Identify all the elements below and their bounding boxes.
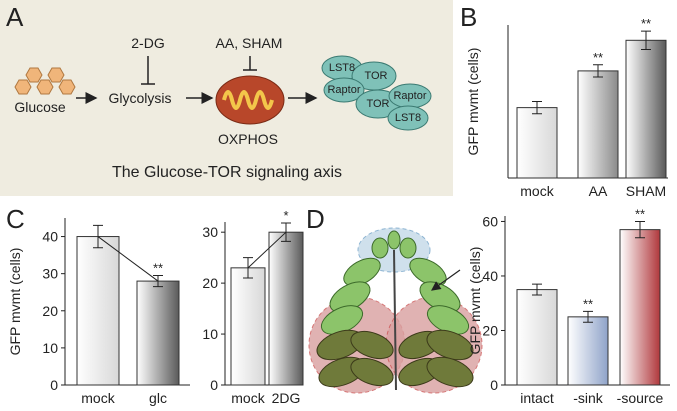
error-bar bbox=[532, 101, 542, 115]
error-bar bbox=[532, 283, 542, 296]
y-tick-label: 30 bbox=[42, 266, 58, 282]
bar bbox=[516, 107, 558, 179]
bar bbox=[268, 231, 304, 386]
bar bbox=[567, 316, 609, 386]
significance: ** bbox=[635, 206, 645, 221]
y-tick-label: 20 bbox=[202, 275, 218, 291]
complex-label: Raptor bbox=[327, 84, 360, 96]
bar bbox=[577, 70, 619, 179]
y-tick-label: 60 bbox=[482, 213, 498, 229]
bar bbox=[136, 280, 180, 386]
error-bar bbox=[593, 64, 603, 78]
organelle: OXPHOS bbox=[218, 131, 278, 147]
y-tick-label: 20 bbox=[42, 303, 58, 319]
significance: ** bbox=[153, 261, 163, 276]
x-tick-label: glc bbox=[149, 390, 167, 406]
connector-line bbox=[97, 236, 159, 282]
panel-label: C bbox=[6, 204, 25, 234]
bar bbox=[625, 39, 667, 179]
y-tick-label: 10 bbox=[42, 340, 58, 356]
x-tick-label: mock bbox=[81, 390, 115, 406]
bar bbox=[619, 229, 661, 386]
y-axis-label: GFP mvmt (cells) bbox=[7, 248, 23, 356]
y-tick-label: 20 bbox=[482, 322, 498, 338]
inhibitor: AA, SHAM bbox=[216, 35, 283, 51]
error-bar bbox=[641, 30, 651, 50]
inhibitor: 2-DG bbox=[131, 35, 164, 51]
substrate: Glucose bbox=[14, 99, 66, 115]
significance: * bbox=[283, 208, 288, 223]
error-bar bbox=[93, 224, 103, 249]
error-bar bbox=[153, 275, 163, 288]
x-tick-label: 2DG bbox=[272, 390, 301, 406]
complex-label: TOR bbox=[366, 98, 389, 110]
x-tick-label: -sink bbox=[573, 390, 604, 406]
error-bar bbox=[635, 220, 645, 239]
tor-complex bbox=[321, 55, 432, 131]
x-tick-label: mock bbox=[231, 390, 265, 406]
x-tick-label: AA bbox=[589, 183, 608, 199]
connector-line bbox=[247, 231, 287, 269]
significance: ** bbox=[641, 16, 651, 31]
panel-label: B bbox=[460, 2, 477, 32]
cristae bbox=[222, 90, 274, 110]
significance: ** bbox=[583, 296, 593, 311]
y-tick-label: 40 bbox=[42, 229, 58, 245]
panel-label: D bbox=[306, 204, 325, 234]
panel-label: A bbox=[6, 2, 24, 32]
caption: The Glucose-TOR signaling axis bbox=[112, 164, 342, 181]
y-tick-label: 0 bbox=[490, 377, 498, 393]
significance: ** bbox=[593, 50, 603, 65]
bar bbox=[516, 289, 558, 386]
pathway: Glycolysis bbox=[108, 90, 171, 106]
complex-label: TOR bbox=[364, 70, 387, 82]
y-tick-label: 0 bbox=[50, 377, 58, 393]
complex-label: Raptor bbox=[393, 90, 426, 102]
complex-label: LST8 bbox=[395, 112, 421, 124]
x-tick-label: intact bbox=[520, 390, 554, 406]
glucose-icons bbox=[14, 67, 76, 95]
y-axis-label: GFP mvmt (cells) bbox=[467, 247, 483, 355]
x-tick-label: -source bbox=[617, 390, 664, 406]
bar bbox=[76, 236, 120, 386]
complex-label: LST8 bbox=[329, 62, 355, 74]
y-axis-label: GFP mvmt (cells) bbox=[465, 48, 481, 156]
error-bar bbox=[583, 310, 593, 323]
y-tick-label: 40 bbox=[482, 268, 498, 284]
y-tick-label: 10 bbox=[202, 326, 218, 342]
plant bbox=[308, 227, 483, 394]
x-tick-label: mock bbox=[520, 183, 554, 199]
x-tick-label: SHAM bbox=[626, 183, 666, 199]
y-tick-label: 30 bbox=[202, 224, 218, 240]
y-tick-label: 0 bbox=[210, 377, 218, 393]
bar bbox=[230, 267, 266, 386]
